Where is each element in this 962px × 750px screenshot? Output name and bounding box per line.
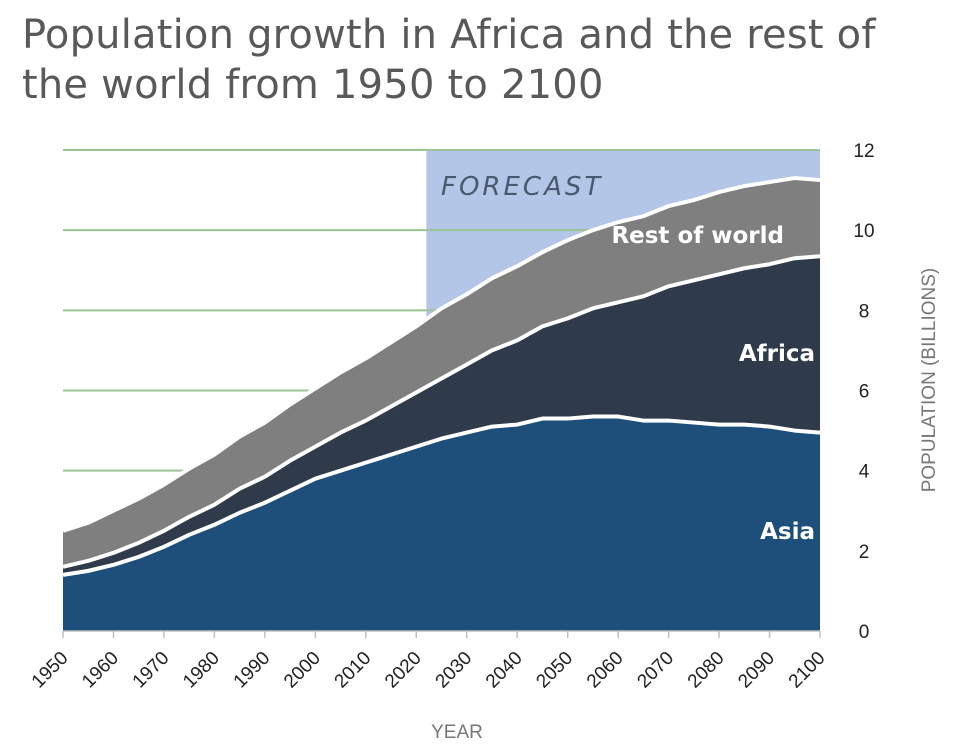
x-tick-2030: 2030 [432,648,477,693]
x-tick-2020: 2020 [381,648,426,693]
y-tick-6: 6 [859,382,870,403]
y-tick-8: 8 [859,301,870,322]
chart-title: Population growth in Africa and the rest… [22,12,876,108]
x-tick-2090: 2090 [734,648,779,693]
label-africa: Africa [739,341,815,367]
y-axis-title: POPULATION (BILLIONS) [919,268,940,493]
series-labels: Asia Africa Rest of world [611,223,815,545]
x-tick-2000: 2000 [280,648,325,693]
x-tick-1950: 1950 [28,648,73,693]
x-tick-2010: 2010 [331,648,376,693]
y-axis: 0 2 4 6 8 10 12 [853,141,874,643]
x-tick-2080: 2080 [684,648,729,693]
x-tick-1960: 1960 [78,648,123,693]
label-rest-of-world: Rest of world [611,223,784,249]
x-tick-2100: 2100 [785,648,830,693]
y-tick-4: 4 [859,462,870,483]
x-tick-2070: 2070 [633,648,678,693]
area-series [62,176,821,631]
area-africa [63,256,820,575]
x-tick-1990: 1990 [230,648,275,693]
y-tick-0: 0 [859,622,870,643]
x-tick-2050: 2050 [532,648,577,693]
y-tick-10: 10 [853,221,874,242]
x-axis-title: YEAR [431,722,483,743]
x-tick-1980: 1980 [179,648,224,693]
separator-africa [62,254,821,569]
y-tick-2: 2 [859,542,870,563]
separator-rest-of-world [62,176,821,533]
forecast-label: FORECAST [441,172,603,202]
x-tick-1970: 1970 [129,648,174,693]
y-tick-12: 12 [853,141,874,162]
x-axis: 1950 1960 1970 1980 1990 2000 2010 2020 2030 2040… [28,630,830,693]
area-asia [63,416,820,631]
separator-asia [62,414,821,577]
area-rest-of-world [63,178,820,567]
label-asia: Asia [760,519,815,545]
x-tick-2040: 2040 [482,648,527,693]
x-tick-2060: 2060 [583,648,628,693]
